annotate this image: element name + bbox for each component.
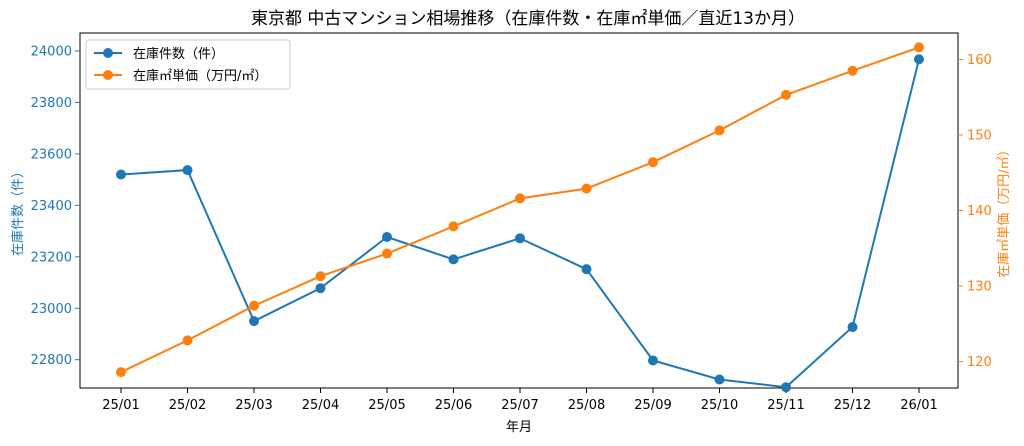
y-left-axis-label: 在庫件数（件） [11,165,26,256]
data-point-price [581,183,592,194]
x-tick-label: 25/06 [435,398,472,413]
legend-label-count: 在庫件数（件） [133,47,224,62]
x-tick-label: 25/08 [568,398,605,413]
y-right-tick-label: 120 [967,355,992,370]
data-point-price [714,125,725,136]
y-left-tick-label: 23200 [31,250,72,265]
data-point-price [382,248,392,259]
x-tick-label: 25/12 [834,398,871,413]
y-left-tick-label: 22800 [31,353,72,368]
data-point-count [116,169,126,180]
series-group [116,42,924,393]
y-right-tick-label: 150 [967,128,992,143]
data-point-count [448,254,459,265]
data-point-price [448,221,459,232]
x-tick-label: 26/01 [900,398,937,413]
y-left-tick-label: 23600 [31,147,72,162]
y-right-axis-label: 在庫㎡単価（万円/㎡） [996,143,1012,277]
data-point-price [781,89,791,100]
data-point-count [648,355,658,366]
data-point-count [382,231,392,242]
data-point-count [581,264,592,275]
x-tick-label: 25/03 [235,398,272,413]
data-point-price [249,300,259,311]
chart-title: 東京都 中古マンション相場推移（在庫件数・在庫㎡単価／直近13か月） [251,9,805,29]
y-right-tick-label: 130 [967,280,992,295]
y-left-tick-label: 23400 [31,199,72,214]
legend-box [85,39,291,90]
x-tick-label: 25/04 [302,398,339,413]
x-tick-label: 25/01 [102,398,139,413]
data-point-price [914,42,924,53]
y-left-tick-label: 23000 [31,302,72,317]
axes-group: 25/01 25/02 25/03 25/04 25/05 25/06 25/07 25/08… [11,32,1012,435]
x-tick-label: 25/02 [169,398,206,413]
y-right-tick-label: 160 [967,53,992,68]
data-point-price [315,271,326,282]
x-tick-label: 25/09 [634,398,671,413]
legend: 在庫件数（件） 在庫㎡単価（万円/㎡） [85,39,291,90]
data-point-count [714,374,725,385]
data-point-price [515,193,525,204]
data-point-count [781,382,791,393]
y-left-tick-label: 23800 [31,96,72,111]
y-right-tick-label: 140 [967,204,992,219]
legend-marker-count [103,48,113,58]
data-point-price [847,65,858,76]
x-axis-label: 年月 [506,420,532,435]
x-tick-label: 25/10 [701,398,738,413]
data-point-count [182,165,193,176]
x-tick-label: 25/11 [767,398,804,413]
legend-label-price: 在庫㎡単価（万円/㎡） [133,68,267,84]
data-point-count [914,54,924,65]
data-point-count [847,322,858,333]
legend-marker-price [103,70,113,80]
data-point-count [515,233,525,244]
data-point-count [249,316,259,327]
data-point-price [648,157,658,168]
x-tick-label: 25/07 [501,398,538,413]
data-point-price [116,367,126,378]
data-point-count [315,283,326,294]
y-left-tick-label: 24000 [31,45,72,60]
data-point-price [182,335,193,346]
x-tick-label: 25/05 [368,398,405,413]
